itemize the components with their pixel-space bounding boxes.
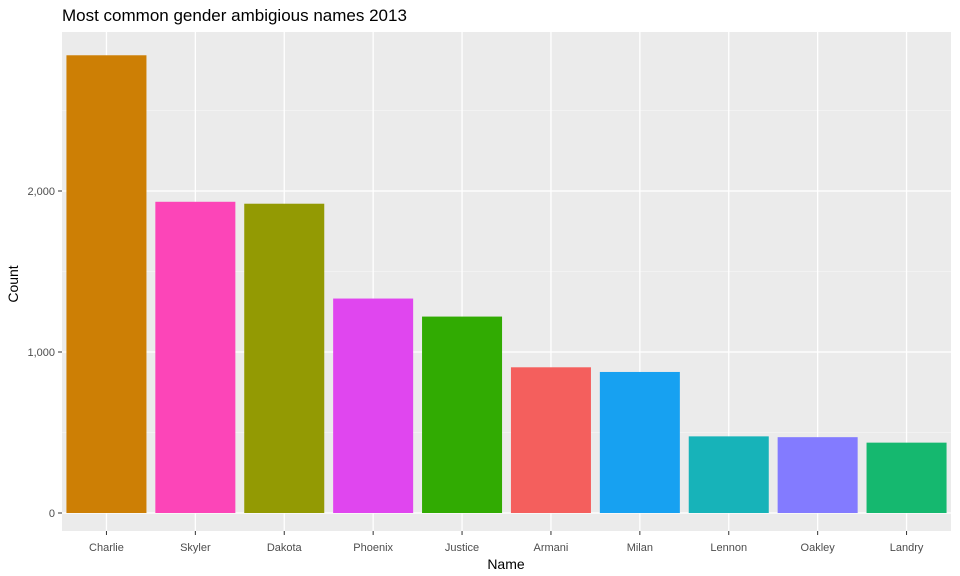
x-tick-label: Oakley — [801, 542, 836, 554]
x-tick-label: Phoenix — [353, 542, 393, 554]
bar-justice — [422, 316, 503, 513]
bars — [66, 55, 947, 514]
bar-oakley — [777, 437, 858, 513]
x-tick-label: Justice — [445, 542, 479, 554]
x-tick-label: Dakota — [267, 542, 303, 554]
x-tick-label: Lennon — [710, 542, 747, 554]
x-tick-label: Landry — [890, 542, 924, 554]
bar-lennon — [688, 436, 769, 513]
x-tick-label: Armani — [534, 542, 569, 554]
x-tick-label: Charlie — [89, 542, 124, 554]
bar-armani — [510, 367, 591, 513]
y-axis-ticks: 0 1,000 2,000 — [27, 186, 62, 520]
y-tick-label: 2,000 — [27, 186, 55, 198]
y-tick-label: 1,000 — [27, 347, 55, 359]
bar-dakota — [244, 203, 325, 513]
bar-charlie — [66, 55, 147, 513]
bar-milan — [599, 371, 680, 513]
chart-title: Most common gender ambigious names 2013 — [62, 6, 407, 25]
x-axis-title: Name — [487, 556, 525, 572]
bar-landry — [866, 442, 947, 513]
bar-skyler — [155, 201, 236, 514]
x-tick-label: Skyler — [180, 542, 211, 554]
x-tick-label: Milan — [627, 542, 653, 554]
bar-phoenix — [333, 298, 414, 513]
y-axis-title: Count — [5, 265, 21, 302]
x-axis-ticks: Charlie Skyler Dakota Phoenix Justice Armani M… — [89, 531, 924, 554]
y-tick-label: 0 — [49, 508, 55, 520]
